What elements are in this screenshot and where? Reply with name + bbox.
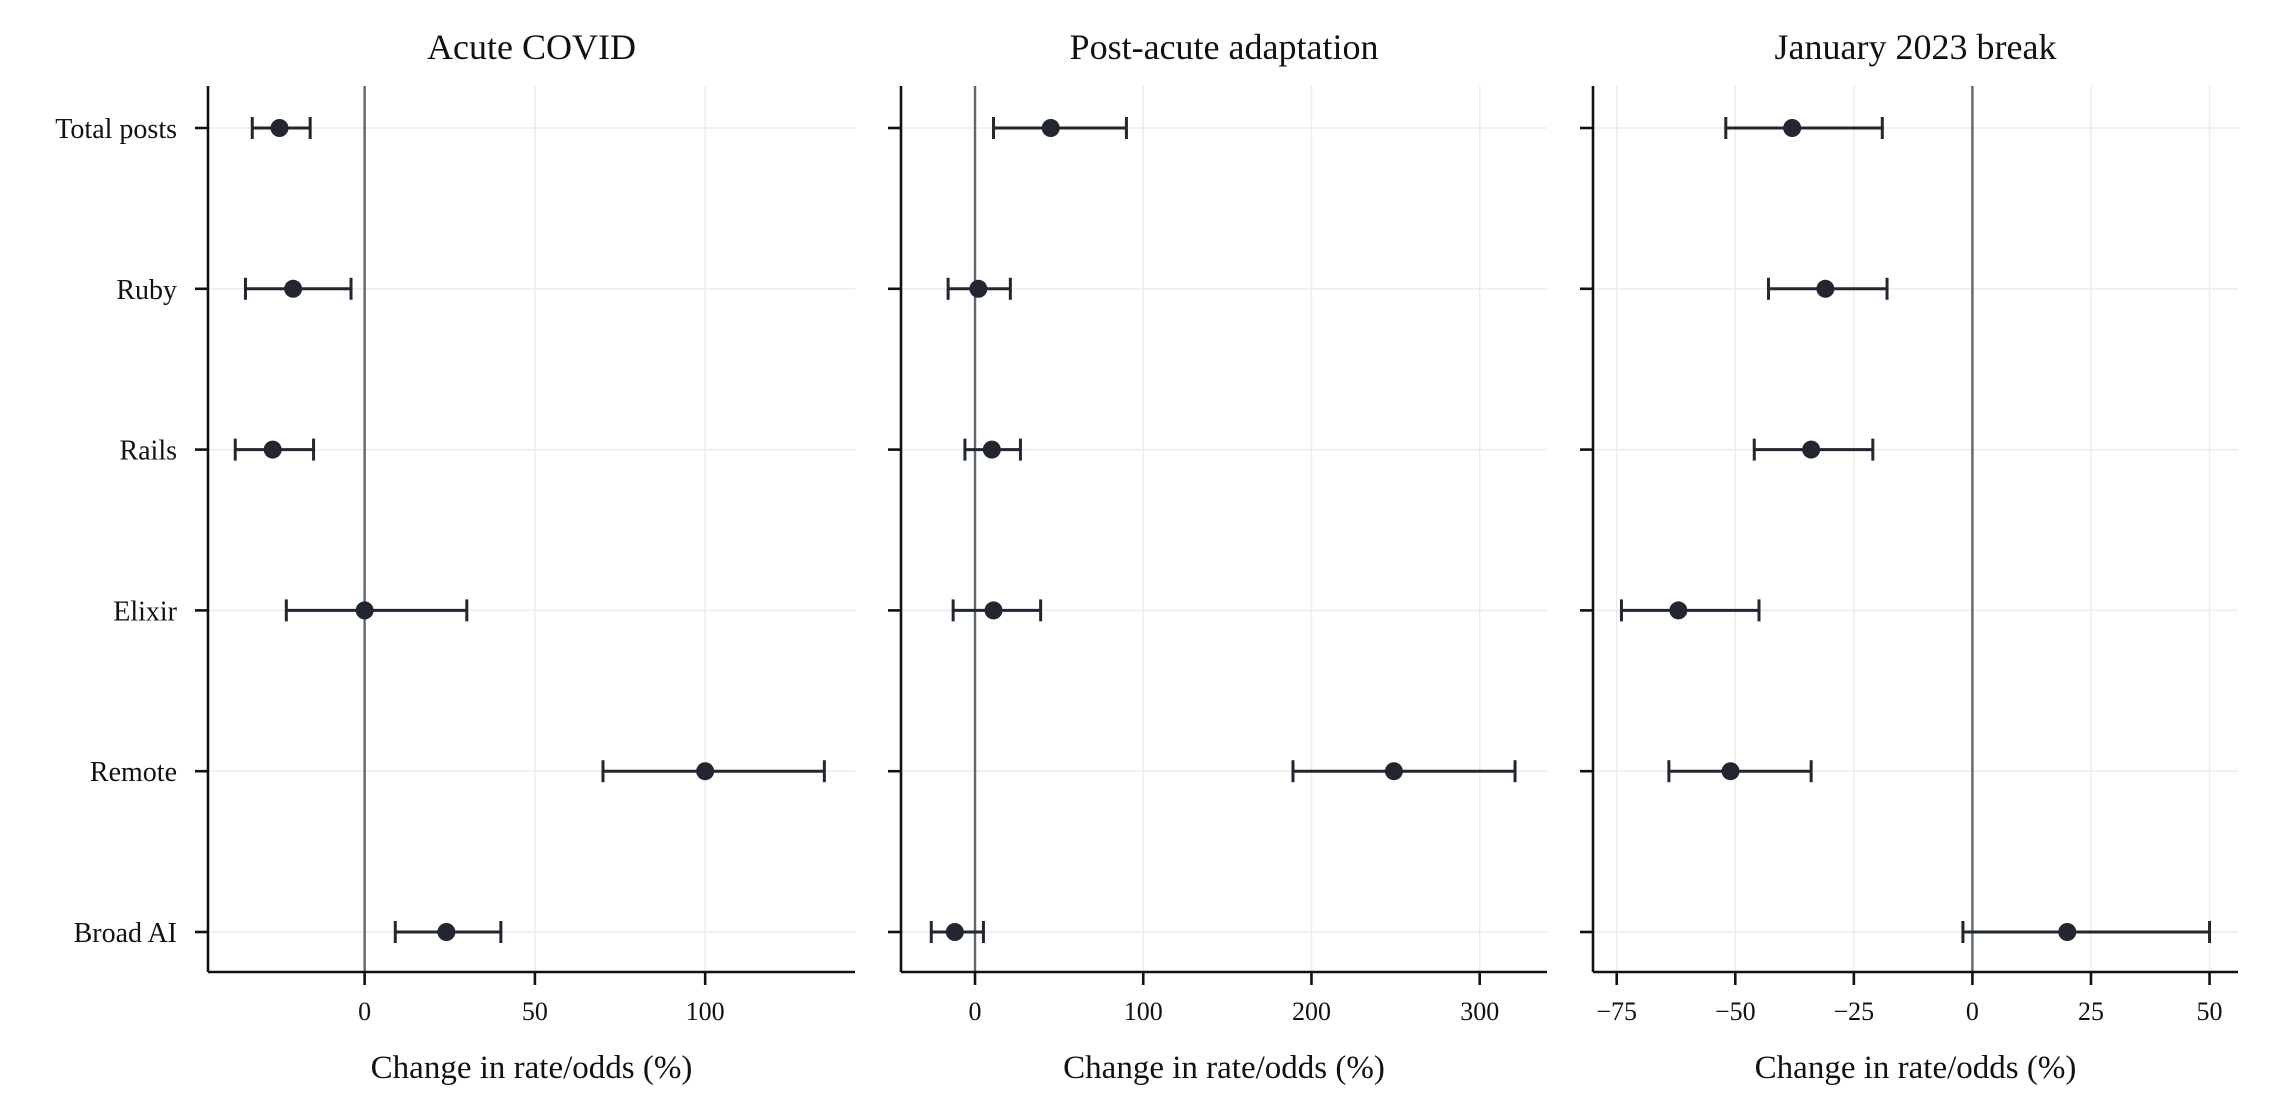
estimate-point xyxy=(1669,601,1688,620)
x-tick-label: 25 xyxy=(2078,997,2104,1026)
x-axis-label: Change in rate/odds (%) xyxy=(1063,1050,1385,1086)
estimate-point xyxy=(284,279,303,298)
estimate-point xyxy=(969,279,988,298)
estimate-point xyxy=(1384,762,1403,781)
panel-title: January 2023 break xyxy=(1775,27,2057,67)
category-label: Remote xyxy=(90,757,177,788)
estimate-point xyxy=(263,440,282,459)
x-tick-label: −50 xyxy=(1715,997,1756,1026)
estimate-point xyxy=(2058,923,2077,941)
x-tick-label: −75 xyxy=(1596,997,1637,1026)
panel-title: Acute COVID xyxy=(427,27,636,67)
estimate-point xyxy=(1721,762,1740,781)
estimate-point xyxy=(696,762,715,781)
estimate-point xyxy=(945,923,964,941)
x-tick-label: 100 xyxy=(1124,997,1163,1026)
estimate-point xyxy=(1041,119,1060,137)
x-tick-label: 50 xyxy=(522,997,548,1026)
x-tick-label: 100 xyxy=(686,997,725,1026)
x-tick-label: 0 xyxy=(1966,997,1979,1026)
x-axis-label: Change in rate/odds (%) xyxy=(1755,1050,2077,1086)
estimate-point xyxy=(1783,119,1802,137)
category-label: Ruby xyxy=(116,275,177,306)
estimate-point xyxy=(1802,440,1821,459)
x-tick-label: 200 xyxy=(1292,997,1331,1026)
x-tick-label: 300 xyxy=(1460,997,1499,1026)
estimate-point xyxy=(984,601,1003,620)
x-axis-label: Change in rate/odds (%) xyxy=(371,1050,693,1086)
estimate-point xyxy=(355,601,374,620)
estimate-point xyxy=(270,119,289,137)
x-tick-label: 0 xyxy=(358,997,371,1026)
estimate-point xyxy=(437,923,456,941)
x-tick-label: 0 xyxy=(969,997,982,1026)
category-label: Broad AI xyxy=(74,918,177,949)
category-label: Total posts xyxy=(55,114,177,145)
estimate-point xyxy=(982,440,1001,459)
category-label: Elixir xyxy=(113,596,177,627)
estimate-point xyxy=(1816,279,1835,298)
x-tick-label: −25 xyxy=(1834,997,1875,1026)
panel-title: Post-acute adaptation xyxy=(1070,27,1379,67)
category-label: Rails xyxy=(119,436,177,467)
x-tick-label: 50 xyxy=(2197,997,2223,1026)
